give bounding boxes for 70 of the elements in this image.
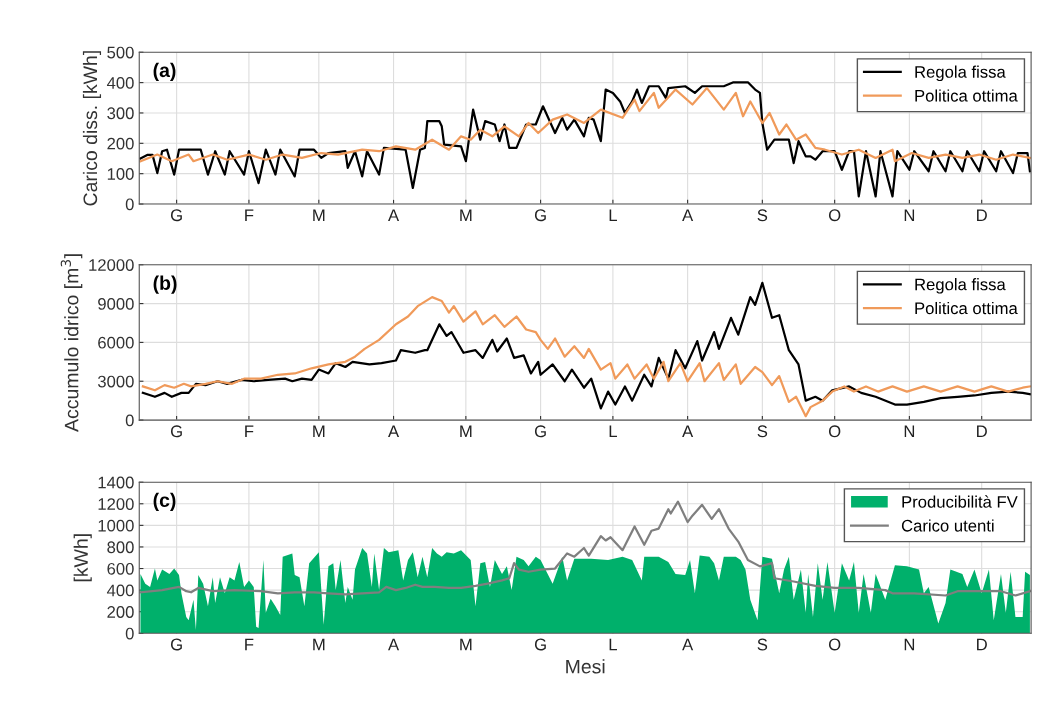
y-tick-label: 1400 — [98, 476, 134, 489]
y-axis-title: [kWh] — [73, 534, 92, 582]
x-tick-label: G — [170, 638, 182, 651]
x-tick-label: D — [977, 425, 987, 438]
y-tick-label: 9000 — [98, 297, 134, 310]
y-tick-label: 3000 — [97, 375, 134, 388]
x-tick-label: G — [170, 209, 182, 222]
x-tick-label: F — [245, 425, 254, 438]
y-axis-title: Carico diss. [kWh] — [82, 51, 102, 206]
annotation: (a) — [153, 62, 176, 81]
x-tick-label: A — [682, 638, 694, 651]
y-tick-label: 400 — [106, 77, 134, 89]
x-tick-label: L — [609, 425, 617, 438]
x-tick-label: M — [460, 425, 472, 438]
y-tick-label: 0 — [125, 627, 134, 640]
x-tick-label: N — [904, 209, 915, 221]
x-tick-label: A — [682, 209, 694, 221]
legend-label: Politica ottima — [915, 89, 1018, 102]
y-tick-label: 400 — [106, 584, 134, 597]
x-tick-label: G — [170, 425, 182, 438]
y-tick-label: 100 — [107, 168, 134, 180]
x-tick-label: A — [388, 209, 400, 221]
y-tick-label: 500 — [107, 46, 134, 59]
y-tick-label: 600 — [107, 562, 134, 575]
y-tick-label: 800 — [107, 541, 134, 554]
y-axis-title: Accumulo idrico [m$^{3}$] — [60, 254, 83, 432]
y-tick-label: 1000 — [98, 519, 134, 532]
x-tick-label: G — [534, 638, 546, 651]
x-tick-label: S — [757, 209, 768, 222]
x-tick-label: M — [460, 638, 472, 651]
y-tick-label: 0 — [125, 198, 134, 211]
line-series — [139, 81, 1032, 198]
annotation: (b) — [153, 275, 177, 294]
x-axis-title: Mesi — [566, 659, 605, 674]
x-tick-label: M — [313, 425, 325, 438]
x-tick-label: F — [245, 209, 254, 221]
x-tick-label: S — [757, 425, 768, 438]
x-tick-label: F — [245, 638, 254, 651]
x-tick-label: M — [313, 209, 325, 221]
x-tick-label: O — [828, 425, 841, 438]
x-tick-label: A — [388, 638, 400, 651]
legend-label: Regola fissa — [915, 65, 1006, 82]
x-tick-label: O — [828, 209, 841, 222]
x-tick-label: M — [460, 209, 472, 221]
y-tick-label: 12000 — [89, 259, 134, 271]
x-tick-label: L — [609, 638, 617, 651]
x-tick-label: D — [977, 209, 987, 221]
legend-label: Producibilità FV — [902, 495, 1018, 508]
y-tick-label: 200 — [107, 137, 134, 150]
y-tick-label: 1200 — [98, 498, 134, 510]
x-tick-label: A — [388, 425, 400, 438]
y-tick-label: 0 — [125, 414, 134, 427]
x-tick-label: L — [609, 209, 617, 221]
legend-label: Carico utenti — [901, 519, 994, 532]
x-tick-label: A — [682, 425, 694, 438]
legend-label: Regola fissa — [915, 278, 1006, 294]
line-series — [139, 86, 1032, 163]
x-tick-label: S — [757, 638, 768, 651]
x-tick-label: N — [904, 638, 915, 651]
x-tick-label: N — [904, 425, 915, 438]
x-tick-label: G — [534, 209, 546, 222]
x-tick-label: O — [828, 638, 841, 651]
legend-label: Politica ottima — [915, 301, 1018, 315]
annotation: (c) — [153, 492, 176, 511]
y-tick-label: 6000 — [98, 336, 134, 349]
x-tick-label: D — [977, 638, 987, 651]
y-tick-label: 300 — [107, 107, 134, 120]
x-tick-label: G — [534, 425, 546, 438]
x-tick-label: M — [313, 638, 325, 651]
y-tick-label: 200 — [107, 606, 134, 618]
